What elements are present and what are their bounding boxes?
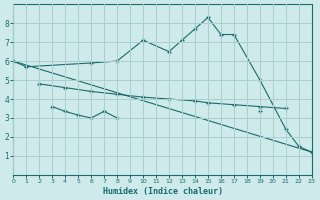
X-axis label: Humidex (Indice chaleur): Humidex (Indice chaleur) xyxy=(102,187,222,196)
